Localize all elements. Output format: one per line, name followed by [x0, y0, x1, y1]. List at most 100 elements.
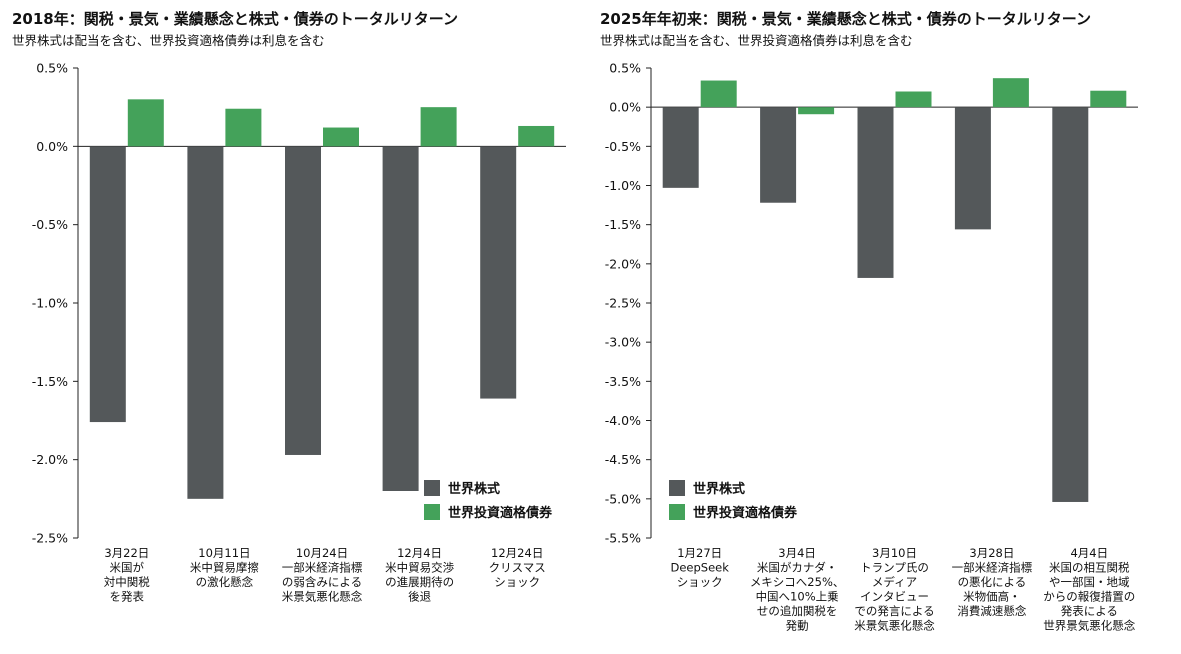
bar-world-bonds [420, 107, 457, 147]
y-tick-label: -4.5% [605, 452, 641, 467]
y-tick-label: 0.0% [36, 139, 68, 154]
x-category-label: の悪化による [958, 575, 1027, 589]
legend-label: 世界株式 [448, 481, 500, 497]
x-category-label: の激化懸念 [196, 575, 254, 589]
legend-swatch [669, 504, 685, 520]
bar-world-stocks [857, 107, 894, 278]
x-category-label: 一部米経済指標 [952, 561, 1033, 575]
y-tick-label: -0.5% [32, 217, 68, 232]
y-tick-label: -2.0% [605, 256, 641, 271]
legend-swatch [424, 480, 440, 496]
x-category-label: メキシコへ25%、 [750, 575, 845, 589]
x-category-label: 対中関税 [104, 575, 150, 589]
x-category-label: 4月4日 [1070, 546, 1108, 560]
x-category-label: ショック [494, 575, 540, 589]
x-category-label: 米景気悪化懸念 [282, 590, 363, 604]
bar-world-bonds [127, 99, 164, 147]
chart-subtitle: 世界株式は配当を含む、世界投資適格債券は利息を含む [12, 33, 325, 48]
bar-world-bonds [798, 107, 835, 115]
x-category-label: 消費減速懸念 [957, 604, 1026, 618]
x-category-label: 発表による [1061, 604, 1118, 618]
bar-world-stocks [760, 107, 797, 203]
bar-chart-2018: 0.5% 0.0% -0.5% -1.0% -1.5% -2.0% -2.5% 3月22日米国… [32, 61, 566, 604]
x-category-label: 米国が [110, 561, 145, 575]
bar-world-stocks [285, 146, 321, 455]
x-category-label: 3月22日 [104, 546, 149, 560]
x-category-label: メディア [872, 575, 917, 589]
x-category-label: 3月10日 [872, 546, 917, 560]
y-tick-label: -1.0% [605, 178, 641, 193]
x-category-label: 12月24日 [491, 546, 543, 560]
y-tick-label: 0.5% [36, 61, 68, 76]
x-category-label: 10月11日 [198, 546, 250, 560]
y-tick-label: -2.5% [605, 296, 641, 311]
bar-world-stocks [382, 146, 419, 492]
legend-label: 世界投資適格債券 [448, 505, 553, 521]
bar-world-bonds [992, 78, 1029, 108]
y-tick-label: -0.5% [605, 139, 641, 154]
bar-world-bonds [323, 127, 359, 147]
x-category-label: 3月4日 [778, 546, 816, 560]
x-category-label: を発表 [110, 590, 145, 604]
x-category-label: 後退 [408, 590, 431, 604]
y-tick-label: -3.5% [605, 374, 641, 389]
chart-subtitle: 世界株式は配当を含む、世界投資適格債券は利息を含む [600, 33, 913, 48]
x-category-label: 発動 [786, 619, 809, 633]
x-category-label: や一部国・地域 [1049, 575, 1130, 589]
y-tick-label: -4.0% [605, 413, 641, 428]
x-category-label: 米中貿易交渉 [385, 561, 454, 575]
x-category-label: ショック [677, 575, 723, 589]
x-category-label: からの報復措置の [1043, 590, 1135, 604]
bar-world-stocks [954, 107, 991, 230]
legend-label: 世界株式 [693, 481, 745, 497]
y-tick-label: 0.0% [609, 100, 641, 115]
x-category-label: での発言による [854, 604, 934, 618]
bar-world-stocks [187, 146, 224, 499]
x-category-label: 米物価高・ [963, 590, 1021, 604]
x-category-label: インタビュー [860, 590, 929, 604]
bar-world-stocks [662, 107, 699, 188]
x-category-label: 世界景気悪化懸念 [1043, 619, 1135, 633]
bar-world-bonds [225, 108, 262, 147]
x-category-label: の弱含みによる [282, 575, 362, 589]
y-tick-label: -1.5% [32, 374, 68, 389]
bar-world-stocks [480, 146, 517, 399]
y-tick-label: -3.0% [605, 335, 641, 350]
legend-swatch [669, 480, 685, 496]
bar-world-stocks [1052, 107, 1089, 502]
bar-world-bonds [895, 91, 932, 108]
y-tick-label: -1.0% [32, 296, 68, 311]
legend-label: 世界投資適格債券 [693, 505, 798, 521]
chart-panel-2018: 2018年：関税・景気・業績懸念と株式・債券のトータルリターン 世界株式は配当を… [0, 0, 580, 654]
chart-panel-2025: 2025年年初来：関税・景気・業績懸念と株式・債券のトータルリターン 世界株式は… [596, 0, 1181, 654]
y-tick-label: -2.0% [32, 452, 68, 467]
x-category-label: トランプ氏の [860, 561, 929, 575]
y-tick-label: 0.5% [609, 61, 641, 76]
x-category-label: の進展期待の [385, 575, 454, 589]
bar-world-bonds [700, 80, 737, 108]
x-category-label: 一部米経済指標 [282, 561, 363, 575]
x-category-label: 3月28日 [969, 546, 1014, 560]
x-category-label: 1月27日 [677, 546, 722, 560]
y-tick-label: -1.5% [605, 217, 641, 232]
bar-world-bonds [1090, 90, 1127, 108]
x-category-label: 12月4日 [397, 546, 442, 560]
x-category-label: 米国の相互関税 [1049, 561, 1130, 575]
x-category-label: 米景気悪化懸念 [854, 619, 935, 633]
x-category-label: せの追加関税を [757, 604, 838, 618]
chart-title: 2025年年初来：関税・景気・業績懸念と株式・債券のトータルリターン [600, 10, 1092, 28]
y-tick-label: -2.5% [32, 531, 68, 546]
y-tick-label: -5.5% [605, 531, 641, 546]
x-category-label: 10月24日 [296, 546, 348, 560]
bar-world-bonds [518, 125, 555, 147]
legend-swatch [424, 504, 440, 520]
x-category-label: 米中貿易摩擦 [190, 561, 259, 575]
x-category-label: クリスマス [489, 561, 546, 575]
bar-world-stocks [89, 146, 126, 423]
chart-title: 2018年：関税・景気・業績懸念と株式・債券のトータルリターン [12, 10, 459, 28]
bar-chart-2025: 0.5% 0.0% -0.5% -1.0% -1.5% -2.0% -2.5% -3.0% -3… [605, 61, 1138, 633]
x-category-label: 中国へ10%上乗 [756, 590, 840, 604]
x-category-label: DeepSeek [670, 561, 729, 575]
y-tick-label: -5.0% [605, 491, 641, 506]
x-category-label: 米国がカナダ・ [757, 561, 838, 575]
